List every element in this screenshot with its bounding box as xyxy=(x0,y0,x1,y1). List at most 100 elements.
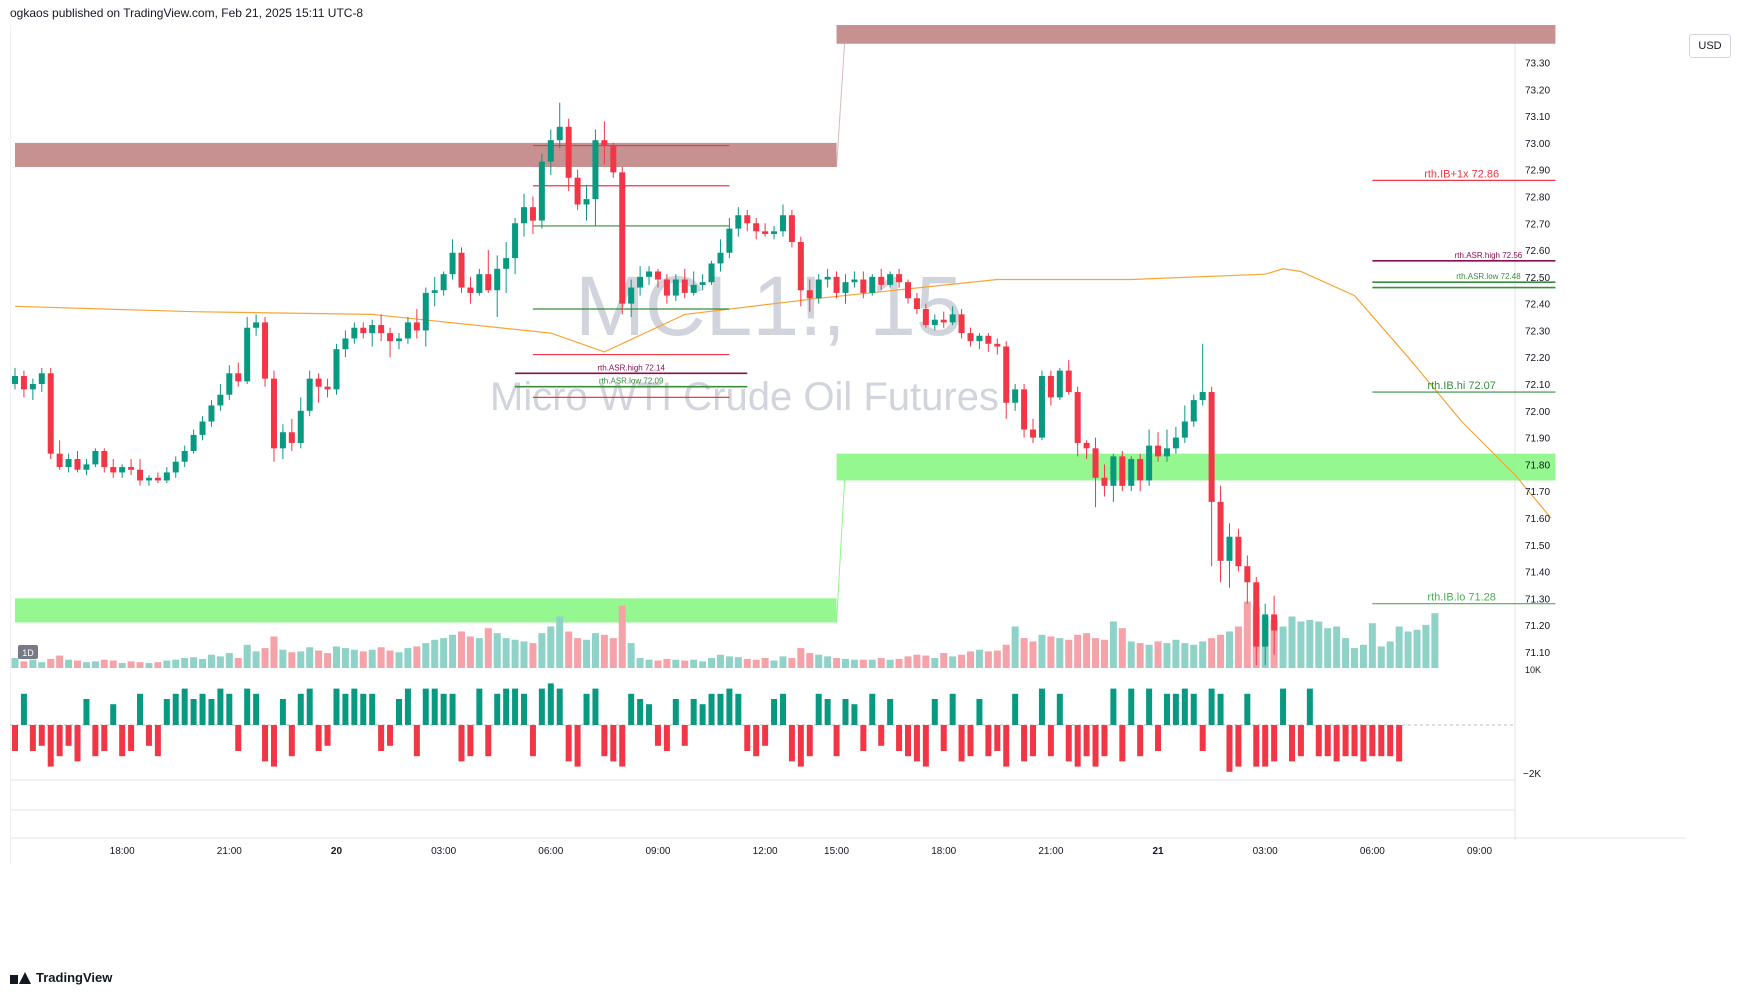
delta-bar xyxy=(449,693,456,725)
delta-bar xyxy=(1342,725,1349,757)
candle-body xyxy=(1208,392,1215,502)
volume-bar xyxy=(699,661,707,668)
delta-bar xyxy=(1262,725,1269,767)
volume-bar xyxy=(1297,621,1305,668)
candle-body xyxy=(467,287,474,293)
volume-bar xyxy=(252,651,260,668)
delta-bar xyxy=(976,699,983,725)
delta-bar xyxy=(181,688,188,725)
delta-bar xyxy=(1280,688,1287,725)
delta-bar xyxy=(1137,725,1144,757)
delta-bar xyxy=(38,725,45,746)
candle-body xyxy=(994,343,1001,347)
candle-body xyxy=(1172,437,1179,449)
candle-body xyxy=(744,215,751,224)
volume-bar xyxy=(770,660,778,668)
candle-body xyxy=(985,335,992,344)
candle-body xyxy=(395,338,402,342)
delta-bar xyxy=(1047,725,1054,757)
delta-bar xyxy=(1083,725,1090,757)
candle-body xyxy=(360,327,367,334)
delta-bar xyxy=(1199,725,1206,751)
candle-body xyxy=(1083,442,1090,449)
volume-bar xyxy=(1395,626,1403,668)
price-tick-label: 72.60 xyxy=(1525,246,1550,257)
volume-bar xyxy=(1431,613,1439,668)
volume-bar xyxy=(493,633,501,668)
candle-body xyxy=(878,276,885,285)
delta-bar xyxy=(1244,693,1251,725)
delta-bar xyxy=(172,693,179,725)
candle-body xyxy=(101,450,108,468)
candle-body xyxy=(137,469,144,481)
volume-bar xyxy=(583,639,591,668)
delta-bar xyxy=(547,683,554,725)
delta-bar xyxy=(485,725,492,757)
price-tick-label: 72.80 xyxy=(1525,192,1550,203)
volume-bar xyxy=(172,659,180,668)
time-tick-label: 21 xyxy=(1152,846,1164,857)
delta-bar xyxy=(672,699,679,725)
volume-bar xyxy=(779,656,787,668)
delta-bar xyxy=(128,725,135,751)
candle-body xyxy=(163,472,170,481)
candle-body xyxy=(1101,477,1108,486)
candle-body xyxy=(646,271,653,277)
delta-bar xyxy=(1351,725,1358,757)
volume-bar xyxy=(967,651,975,668)
candle-body xyxy=(1181,421,1188,438)
price-tick-label: 73.30 xyxy=(1525,59,1550,70)
delta-bar xyxy=(610,725,617,762)
delta-bar xyxy=(708,693,715,725)
price-tick-label: 72.00 xyxy=(1525,407,1550,418)
candle-body xyxy=(288,432,295,443)
candle-body xyxy=(145,477,152,481)
volume-bar xyxy=(841,658,849,668)
delta-bar xyxy=(360,693,367,725)
delta-bar xyxy=(1056,693,1063,725)
volume-bar xyxy=(949,656,957,668)
candle-body xyxy=(404,322,411,339)
volume-bar xyxy=(681,660,689,668)
delta-bar xyxy=(985,725,992,757)
delta-bar xyxy=(440,693,447,725)
delta-bar xyxy=(1235,725,1242,767)
volume-bar xyxy=(1154,641,1162,668)
delta-bar xyxy=(1092,725,1099,767)
candle-body xyxy=(806,290,813,299)
candle-body xyxy=(208,405,215,422)
delta-bar xyxy=(967,725,974,757)
volume-bar xyxy=(904,656,912,668)
chart-area[interactable]: MCL1!, 15 Micro WTI Crude Oil Futures 1D rt… xyxy=(10,25,1685,935)
delta-bar xyxy=(1288,725,1295,762)
volume-bar xyxy=(734,657,742,668)
currency-label[interactable]: USD xyxy=(1689,34,1731,58)
candle-body xyxy=(413,322,420,331)
volume-bar xyxy=(395,652,403,668)
volume-bar xyxy=(127,661,135,668)
volume-axis-label: 10K xyxy=(1525,665,1541,675)
candle-body xyxy=(1065,370,1072,393)
volume-bar xyxy=(100,659,108,668)
delta-bar xyxy=(110,704,117,725)
delta-bar xyxy=(717,693,724,725)
candle-body xyxy=(56,453,63,468)
delta-bar xyxy=(735,693,742,725)
volume-bar xyxy=(136,662,144,668)
candle-body xyxy=(279,432,286,449)
volume-bar xyxy=(627,643,635,668)
zone-connector-demand xyxy=(836,480,846,623)
candle-body xyxy=(12,375,18,385)
volume-bar xyxy=(931,658,939,668)
delta-bar xyxy=(797,725,804,767)
candle-body xyxy=(833,276,840,293)
candle-body xyxy=(529,207,536,221)
candle-body xyxy=(762,231,769,234)
delta-bar xyxy=(1360,725,1367,762)
delta-bar xyxy=(154,725,161,757)
volume-bar xyxy=(609,638,617,668)
candle-body xyxy=(788,215,795,243)
volume-bar xyxy=(556,616,564,668)
delta-bar xyxy=(699,704,706,725)
